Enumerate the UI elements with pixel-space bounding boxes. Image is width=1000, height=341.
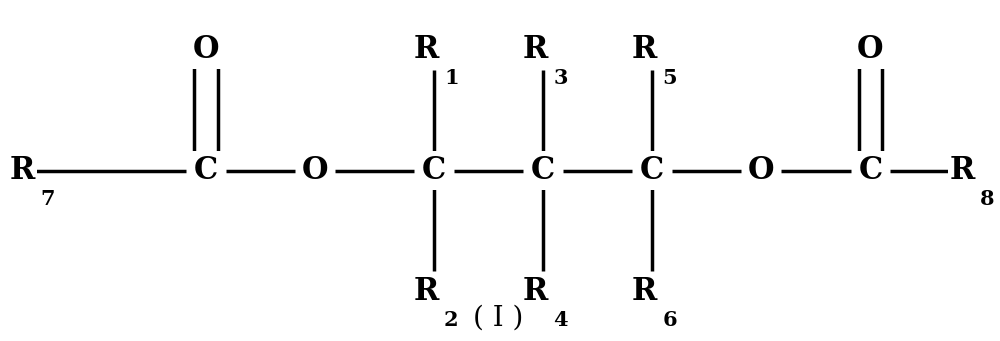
- Text: C: C: [640, 155, 664, 186]
- Text: R: R: [413, 34, 439, 65]
- Text: R: R: [632, 34, 657, 65]
- Text: 7: 7: [40, 189, 55, 209]
- Text: R: R: [949, 155, 975, 186]
- Text: C: C: [422, 155, 446, 186]
- Text: 1: 1: [444, 68, 459, 88]
- Text: 4: 4: [553, 310, 568, 330]
- Text: O: O: [748, 155, 775, 186]
- Text: R: R: [523, 276, 548, 307]
- Text: 3: 3: [553, 68, 568, 88]
- Text: 5: 5: [662, 68, 677, 88]
- Text: ( I ): ( I ): [473, 305, 524, 331]
- Text: R: R: [10, 155, 35, 186]
- Text: R: R: [632, 276, 657, 307]
- Text: 2: 2: [444, 310, 459, 330]
- Text: 8: 8: [979, 189, 994, 209]
- Text: R: R: [413, 276, 439, 307]
- Text: C: C: [531, 155, 555, 186]
- Text: C: C: [194, 155, 218, 186]
- Text: O: O: [857, 34, 884, 65]
- Text: 6: 6: [662, 310, 677, 330]
- Text: C: C: [858, 155, 883, 186]
- Text: O: O: [302, 155, 328, 186]
- Text: O: O: [193, 34, 219, 65]
- Text: R: R: [523, 34, 548, 65]
